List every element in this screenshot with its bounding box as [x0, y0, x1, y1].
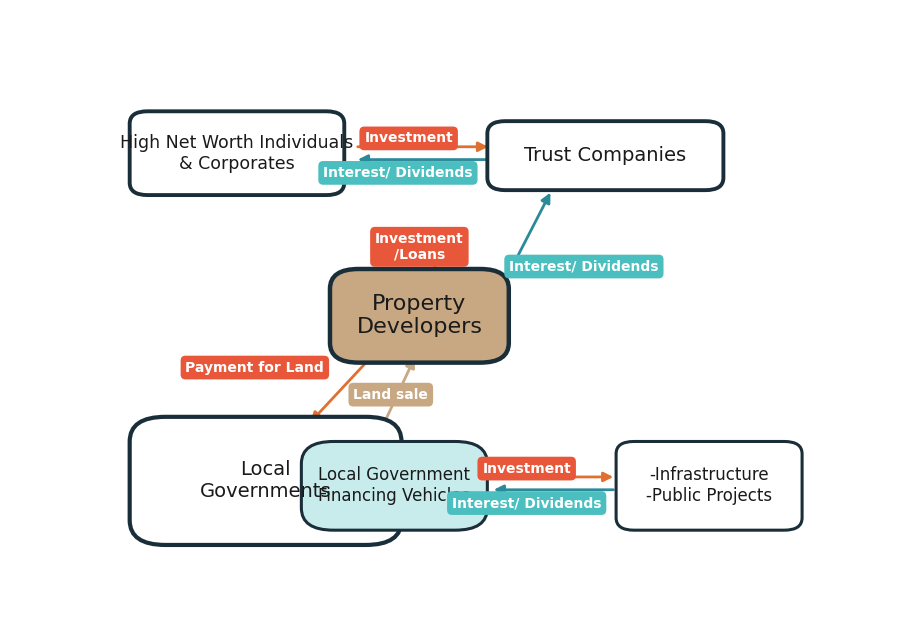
FancyBboxPatch shape — [330, 269, 509, 363]
Text: Payment for Land: Payment for Land — [186, 360, 324, 374]
FancyBboxPatch shape — [129, 111, 344, 195]
Text: Local Government
Financing Vehicles: Local Government Financing Vehicles — [318, 467, 471, 505]
FancyBboxPatch shape — [616, 442, 802, 530]
Text: Land sale: Land sale — [354, 388, 428, 402]
Text: -Infrastructure
-Public Projects: -Infrastructure -Public Projects — [646, 467, 773, 505]
Text: High Net Worth Individuals
& Corporates: High Net Worth Individuals & Corporates — [120, 134, 354, 173]
FancyBboxPatch shape — [487, 121, 724, 190]
FancyBboxPatch shape — [129, 417, 402, 545]
Text: Interest/ Dividends: Interest/ Dividends — [509, 260, 659, 273]
Text: Investment: Investment — [365, 131, 453, 145]
Text: Local
Governments: Local Governments — [200, 460, 331, 501]
Text: Investment
/Loans: Investment /Loans — [375, 232, 463, 262]
Text: Trust Companies: Trust Companies — [524, 146, 687, 165]
Text: Interest/ Dividends: Interest/ Dividends — [323, 166, 473, 180]
Text: Interest/ Dividends: Interest/ Dividends — [452, 496, 602, 510]
Text: Property
Developers: Property Developers — [356, 294, 483, 337]
FancyBboxPatch shape — [301, 442, 487, 530]
Text: Investment: Investment — [483, 461, 571, 476]
